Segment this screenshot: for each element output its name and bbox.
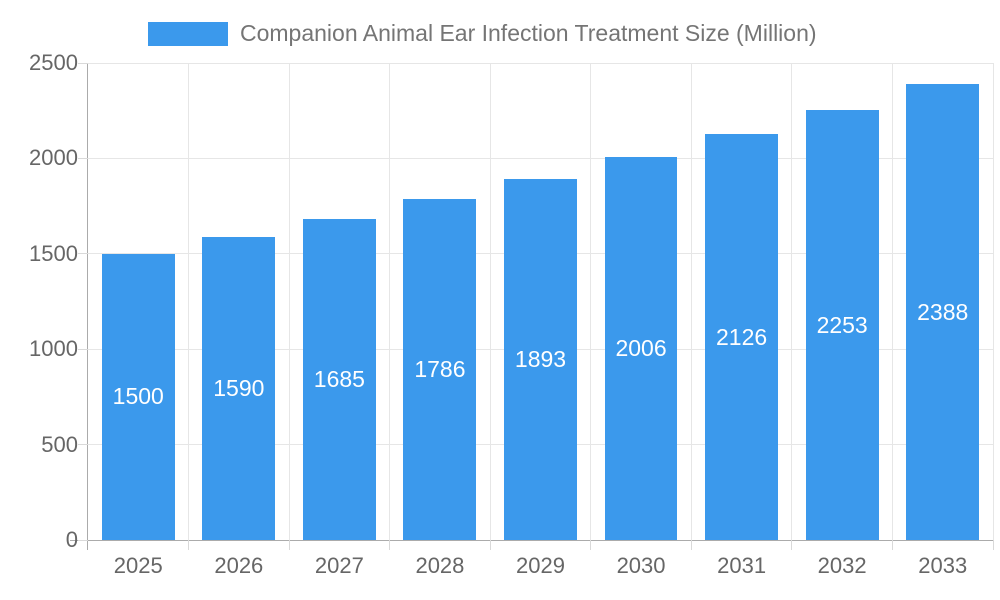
x-axis-tick-label: 2029 [516,553,565,578]
y-axis-tick-label: 2000 [29,145,78,171]
x-axis-tick-label: 2028 [415,553,465,578]
bar-value-label: 1685 [313,365,365,392]
v-gridline [891,63,893,540]
x-tick [690,540,692,550]
bar-value-label: 2253 [816,311,868,338]
x-axis-tick-label: 2026 [214,553,264,578]
bar-value-label: 1500 [112,383,164,410]
y-tick [78,444,88,446]
v-gridline [389,63,391,540]
h-gridline [88,157,993,159]
y-axis-line [87,63,88,550]
y-axis-tick-label: 1000 [29,336,78,362]
x-axis-tick-label: 2033 [918,553,968,578]
x-axis-tick-label: 2027 [314,553,364,578]
x-tick [791,540,793,550]
bar-2032[interactable]: 2253 [805,110,879,540]
bar-value-label: 1786 [414,356,466,383]
x-axis-tick-label: 2030 [616,553,666,578]
bar-2026[interactable]: 1590 [202,236,276,540]
plot-area: 1500 1590 1685 1786 1893 2006 2126 2253 2388 [88,62,994,540]
bar-value-label: 2388 [917,298,969,325]
y-tick [78,157,88,159]
legend-item[interactable]: Companion Animal Ear Infection Treatment… [148,20,817,47]
x-tick [992,540,994,550]
y-axis-tick-label: 1500 [29,240,78,266]
legend-label: Companion Animal Ear Infection Treatment… [240,20,817,46]
y-tick [78,253,88,255]
bar-2031[interactable]: 2126 [705,134,779,540]
h-gridline [88,62,993,64]
bar-2028[interactable]: 1786 [403,199,477,540]
x-axis-tick-label: 2032 [817,553,867,578]
y-tick [78,348,88,350]
x-tick [389,540,391,550]
v-gridline [992,63,994,540]
x-tick [188,540,190,550]
v-gridline [690,63,692,540]
v-gridline [188,63,190,540]
v-gridline [489,63,491,540]
bar-value-label: 2006 [615,335,667,362]
bar-value-label: 1893 [514,345,567,372]
x-axis-tick-label: 2031 [717,553,767,578]
y-axis-tick-label: 2500 [29,50,78,75]
v-gridline [791,63,793,540]
bar-value-label: 2126 [716,323,768,350]
y-tick [78,62,88,64]
x-tick [891,540,893,550]
bar-2025[interactable]: 1500 [101,253,175,540]
y-axis-tick-label: 500 [41,431,78,457]
x-tick [489,540,491,550]
x-tick [590,540,592,550]
bar-2033[interactable]: 2388 [906,84,980,540]
y-tick [78,539,88,541]
bar-2027[interactable]: 1685 [302,218,376,540]
v-gridline [288,63,290,540]
y-axis-tick-label: 0 [65,527,78,552]
x-axis-tick-label: 2025 [113,553,163,578]
bar-value-label: 1590 [213,374,265,401]
v-gridline [590,63,592,540]
x-axis-line [70,540,993,541]
bar-2029[interactable]: 1893 [504,178,577,540]
x-tick [288,540,290,550]
legend-swatch [148,21,228,46]
bar-2030[interactable]: 2006 [604,157,678,540]
